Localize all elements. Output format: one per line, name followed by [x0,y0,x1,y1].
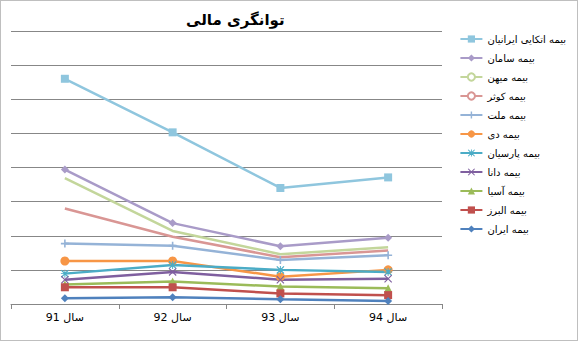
svg-text:بیمه البرز: بیمه البرز [486,205,526,216]
svg-text:سال 92: سال 92 [154,311,192,324]
svg-text:سال 91: سال 91 [46,311,84,324]
svg-text:بیمه پارسیان: بیمه پارسیان [487,148,540,160]
svg-text:توانگری مالی: توانگری مالی [186,11,285,29]
svg-text:سال 93: سال 93 [261,311,299,324]
svg-text:بیمه میهن: بیمه میهن [487,72,528,84]
svg-text:بیمه دی: بیمه دی [487,129,519,140]
svg-text:بیمه ایران: بیمه ایران [487,224,528,235]
svg-text:سال 94: سال 94 [369,311,407,324]
svg-text:بیمه سامان: بیمه سامان [487,53,534,64]
svg-text:بیمه دانا: بیمه دانا [487,167,520,178]
svg-text:بیمه آسیا: بیمه آسیا [487,185,524,197]
svg-text:بیمه اتکایی ایرانیان: بیمه اتکایی ایرانیان [487,34,566,45]
svg-text:بیمه کوثر: بیمه کوثر [486,91,525,102]
svg-text:بیمه ملت: بیمه ملت [487,110,526,121]
